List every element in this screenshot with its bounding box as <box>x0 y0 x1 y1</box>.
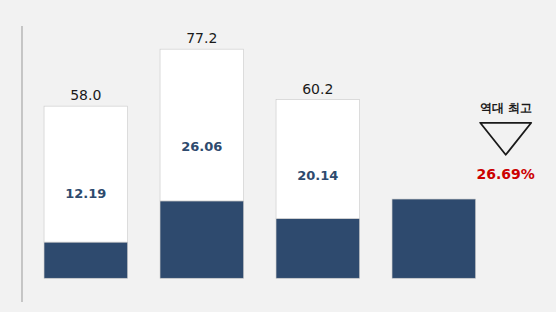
bar-segment <box>44 106 128 242</box>
bar-segment <box>160 201 244 278</box>
y-axis-line <box>22 26 23 302</box>
bar-segment <box>276 218 360 278</box>
bar-segment <box>44 242 128 278</box>
bars <box>44 49 476 278</box>
annotation-value: 26.69% <box>477 166 535 182</box>
chart: 12.19 26.06 20.14 58.0 77.2 60.2 역대 최고 26.69% <box>0 0 556 312</box>
data-label: 26.06 <box>181 139 222 154</box>
annotation-bracket <box>480 123 531 155</box>
total-label: 60.2 <box>302 81 333 97</box>
annotation: 역대 최고 26.69% <box>477 101 535 182</box>
total-label: 58.0 <box>70 87 101 103</box>
annotation-text: 역대 최고 <box>480 101 532 115</box>
total-label: 77.2 <box>186 30 217 46</box>
data-label: 12.19 <box>65 186 106 201</box>
bar-segment <box>276 100 360 219</box>
bar-segment <box>392 199 476 278</box>
data-label: 20.14 <box>297 168 338 183</box>
labels: 12.19 26.06 20.14 58.0 77.2 60.2 <box>65 30 338 201</box>
bar-segment <box>160 49 244 201</box>
